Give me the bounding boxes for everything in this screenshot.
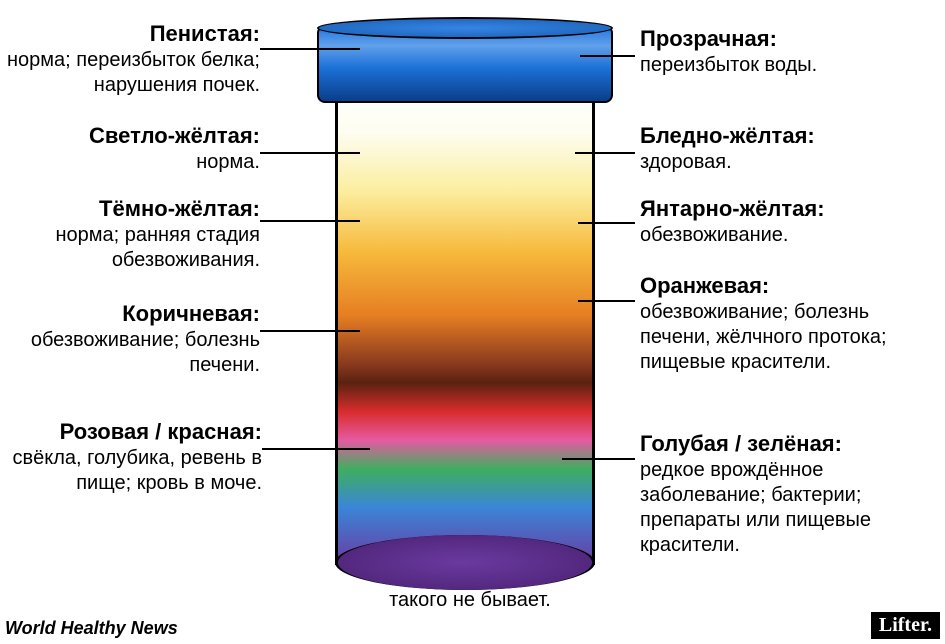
label-transparent: Прозрачная: переизбыток воды. — [640, 25, 935, 78]
leader-line — [578, 222, 635, 224]
label-title: Пенистая: — [5, 20, 260, 48]
watermark-left: World Healthy News — [5, 618, 178, 639]
label-title: Бледно-жёлтая: — [640, 122, 935, 150]
label-amber-yellow: Янтарно-жёлтая: обезвоживание. — [640, 195, 935, 248]
leader-line — [260, 152, 360, 154]
label-title: Розовая / красная: — [2, 418, 262, 446]
label-title: Прозрачная: — [640, 25, 935, 53]
label-dark-yellow: Тёмно-жёлтая: норма; ранняя стадия обезв… — [5, 195, 260, 273]
label-blue-green: Голубая / зелёная: редкое врождённое заб… — [640, 430, 940, 558]
label-orange: Оранжевая: обезвоживание; болезнь печени… — [640, 272, 940, 375]
jar-body — [335, 85, 595, 565]
label-desc: такого не бывает. — [355, 588, 585, 613]
label-desc: норма. — [5, 150, 260, 175]
leader-line — [562, 458, 635, 460]
label-desc: редкое врождённое заболевание; бактерии;… — [640, 458, 940, 558]
leader-line — [260, 330, 360, 332]
label-desc: обезвоживание. — [640, 223, 935, 248]
leader-line — [260, 220, 360, 222]
leader-line — [580, 55, 635, 57]
leader-line — [578, 300, 635, 302]
color-gradient — [338, 85, 592, 565]
lid-top — [317, 17, 613, 39]
label-desc: обезвоживание; болезнь печени, жёлчного … — [640, 300, 940, 375]
label-pink-red: Розовая / красная: свёкла, голубика, рев… — [2, 418, 262, 496]
label-brown: Коричневая: обезвоживание; болезнь печен… — [5, 300, 260, 378]
label-title: Янтарно-жёлтая: — [640, 195, 935, 223]
label-desc: обезвоживание; болезнь печени. — [5, 328, 260, 378]
leader-line — [575, 152, 635, 154]
label-title: Светло-жёлтая: — [5, 122, 260, 150]
label-desc: свёкла, голубика, ревень в пище; кровь в… — [2, 446, 262, 496]
label-title: Коричневая: — [5, 300, 260, 328]
label-title: Тёмно-жёлтая: — [5, 195, 260, 223]
label-desc: норма; ранняя стадия обезвоживания. — [5, 223, 260, 273]
label-desc: норма; переизбыток белка; нарушения поче… — [5, 48, 260, 98]
leader-line — [262, 448, 370, 450]
jar-bottom-fill — [338, 535, 592, 590]
label-pale-yellow: Бледно-жёлтая: здоровая. — [640, 122, 935, 175]
label-desc: здоровая. — [640, 150, 935, 175]
watermark-right: Lifter. — [871, 612, 940, 639]
label-light-yellow: Светло-жёлтая: норма. — [5, 122, 260, 175]
label-title: Оранжевая: — [640, 272, 940, 300]
leader-line — [260, 48, 360, 50]
label-title: Голубая / зелёная: — [640, 430, 940, 458]
label-foamy: Пенистая: норма; переизбыток белка; нару… — [5, 20, 260, 98]
specimen-container — [335, 25, 595, 580]
label-desc: переизбыток воды. — [640, 53, 935, 78]
